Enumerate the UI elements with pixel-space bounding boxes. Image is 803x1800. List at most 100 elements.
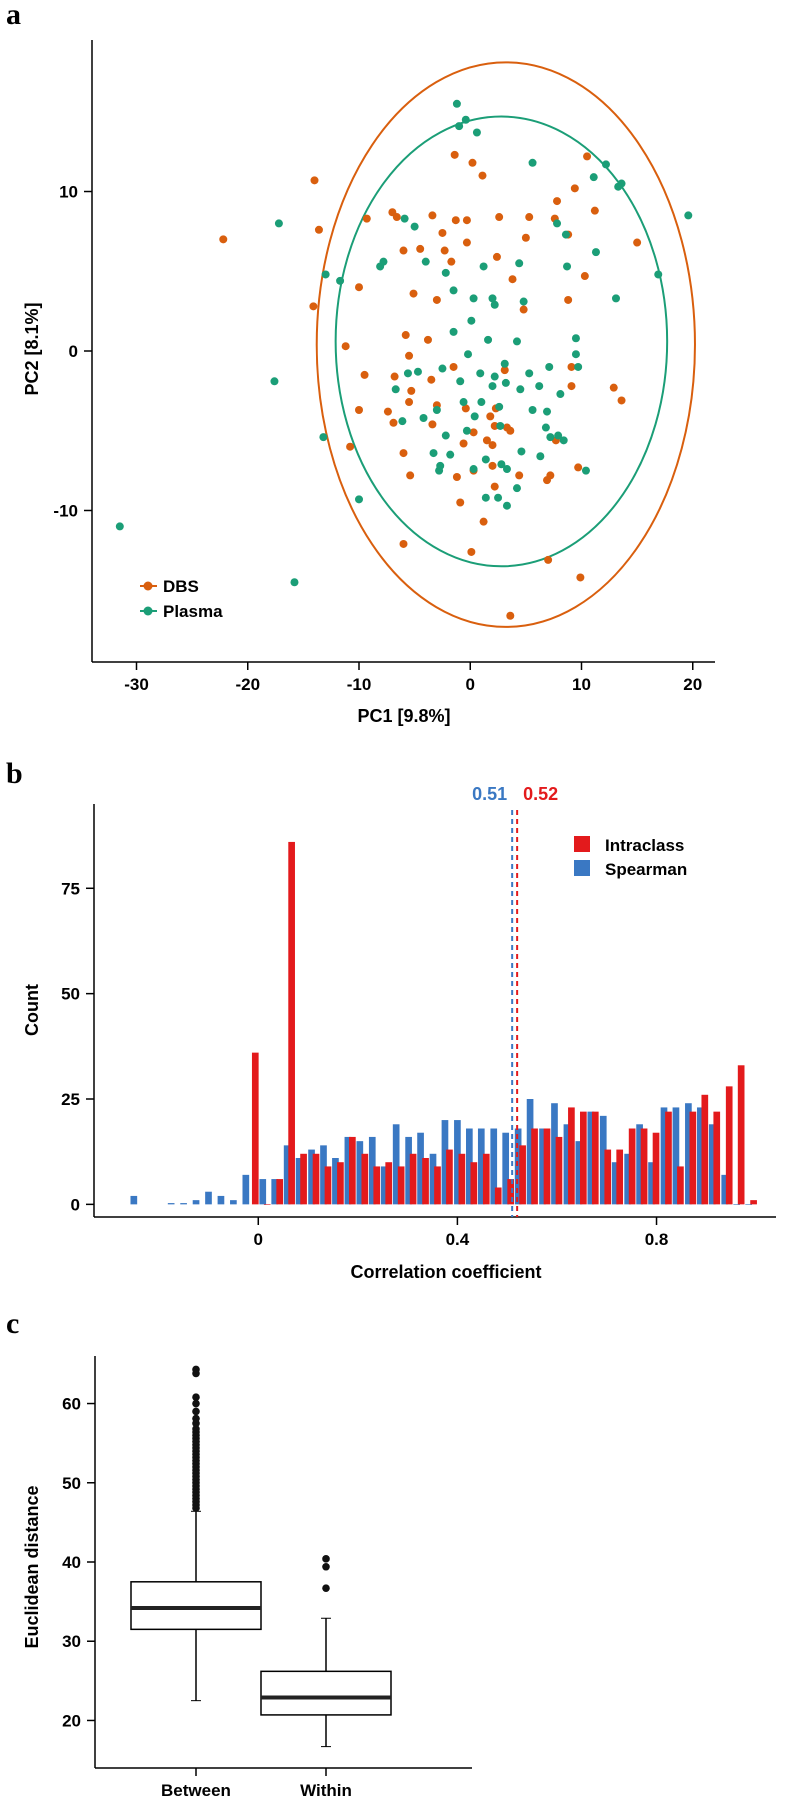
point-dbs <box>488 461 497 470</box>
point-dbs <box>440 246 449 255</box>
panel-b-legend: Intraclass Spearman <box>574 836 687 879</box>
point-dbs <box>399 246 408 255</box>
point-dbs <box>432 295 441 304</box>
outlier-between <box>192 1393 200 1401</box>
bar-intraclass <box>312 1153 320 1205</box>
point-plasma <box>512 484 521 493</box>
point-plasma <box>290 578 299 587</box>
x-tick-label: 0.4 <box>446 1230 470 1249</box>
point-dbs <box>450 150 459 159</box>
point-dbs <box>500 366 509 375</box>
bar-intraclass <box>507 1179 515 1205</box>
x-tick-label: 0 <box>466 675 475 694</box>
bar-intraclass <box>580 1111 587 1205</box>
point-dbs <box>428 420 437 429</box>
panel-b-x-axis-label: Correlation coefficient <box>350 1262 541 1282</box>
point-plasma <box>477 398 486 407</box>
bar-intraclass <box>324 1166 332 1205</box>
panel-b-y-axis-label: Count <box>22 984 42 1036</box>
point-dbs <box>405 351 414 360</box>
point-dbs <box>406 471 415 480</box>
legend-spearman-label: Spearman <box>605 860 687 879</box>
point-dbs <box>462 216 471 225</box>
point-plasma <box>456 377 465 386</box>
bar-spearman <box>167 1203 175 1205</box>
box-between <box>130 1581 262 1631</box>
point-dbs <box>488 441 497 450</box>
bar-intraclass <box>482 1153 490 1205</box>
point-plasma <box>563 262 572 271</box>
legend-intraclass-swatch <box>574 836 590 852</box>
panel-b-mean-lines: 0.51 0.52 <box>472 784 558 1217</box>
bar-intraclass <box>701 1094 709 1205</box>
point-dbs <box>567 362 576 371</box>
bar-spearman <box>180 1203 187 1205</box>
point-dbs <box>544 555 553 564</box>
bar-intraclass <box>422 1158 429 1205</box>
y-tick-label: 0 <box>69 342 78 361</box>
box-within <box>260 1670 392 1716</box>
bar-spearman <box>259 1179 267 1205</box>
point-dbs <box>341 342 350 351</box>
bar-spearman <box>660 1107 668 1205</box>
bar-spearman <box>295 1158 303 1205</box>
point-plasma <box>581 466 590 475</box>
point-dbs <box>360 370 369 379</box>
point-plasma <box>571 350 580 359</box>
point-plasma <box>469 465 478 474</box>
panel-a-ticks: -30 -20 -10 0 10 20 -10 0 10 <box>53 183 702 694</box>
panel-a-points <box>115 99 693 620</box>
x-tick-label: -20 <box>235 675 260 694</box>
point-dbs <box>461 404 470 413</box>
point-dbs <box>219 235 228 244</box>
bar-spearman <box>611 1162 619 1205</box>
point-plasma <box>403 369 412 378</box>
point-dbs <box>456 498 465 507</box>
point-plasma <box>559 436 568 445</box>
x-tick-label: 20 <box>683 675 702 694</box>
point-dbs <box>479 517 488 526</box>
outlier-between <box>192 1365 200 1374</box>
point-plasma <box>455 122 464 131</box>
point-dbs <box>468 158 477 167</box>
point-plasma <box>449 286 458 295</box>
point-dbs <box>617 396 626 405</box>
y-tick-label: 30 <box>62 1632 81 1651</box>
bar-spearman <box>672 1107 680 1205</box>
legend-dbs-label: DBS <box>163 577 199 596</box>
legend-intraclass-label: Intraclass <box>605 836 684 855</box>
point-plasma <box>391 385 400 394</box>
bar-spearman <box>624 1153 631 1205</box>
point-plasma <box>441 431 450 440</box>
point-plasma <box>543 407 552 416</box>
point-plasma <box>501 378 510 387</box>
panel-a-letter: a <box>6 0 21 31</box>
legend-plasma-label: Plasma <box>163 602 223 621</box>
point-plasma <box>502 465 511 474</box>
point-dbs <box>389 418 398 427</box>
bar-spearman <box>477 1128 485 1205</box>
confidence-ellipse-plasma <box>334 115 669 568</box>
bar-intraclass <box>677 1166 684 1205</box>
point-plasma <box>400 214 409 223</box>
bar-intraclass <box>409 1153 417 1205</box>
bar-intraclass <box>385 1162 393 1205</box>
point-plasma <box>515 259 524 268</box>
bar-spearman <box>308 1149 315 1205</box>
point-plasma <box>467 316 476 325</box>
bar-spearman <box>356 1141 364 1205</box>
mean-label-spearman: 0.51 <box>472 784 507 804</box>
bar-spearman <box>242 1174 250 1205</box>
bar-intraclass <box>628 1128 636 1205</box>
point-dbs <box>570 184 579 193</box>
panel-c-y-axis-label: Euclidean distance <box>22 1485 42 1648</box>
outlier-within <box>322 1584 330 1592</box>
x-tick-label-within: Within <box>300 1781 352 1800</box>
bar-spearman <box>733 1204 741 1205</box>
point-plasma <box>476 369 485 378</box>
bar-spearman <box>320 1145 327 1205</box>
y-tick-label: 50 <box>61 985 80 1004</box>
point-plasma <box>398 417 407 426</box>
point-plasma <box>490 300 499 309</box>
bar-spearman <box>539 1128 546 1205</box>
